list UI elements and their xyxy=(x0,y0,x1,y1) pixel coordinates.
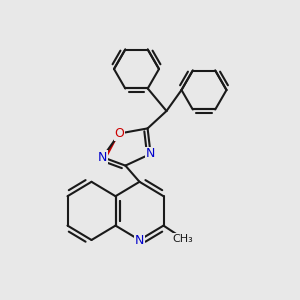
Text: N: N xyxy=(98,151,107,164)
Text: O: O xyxy=(115,127,124,140)
Text: N: N xyxy=(135,233,144,247)
Text: N: N xyxy=(146,147,155,161)
Text: CH₃: CH₃ xyxy=(172,233,194,244)
